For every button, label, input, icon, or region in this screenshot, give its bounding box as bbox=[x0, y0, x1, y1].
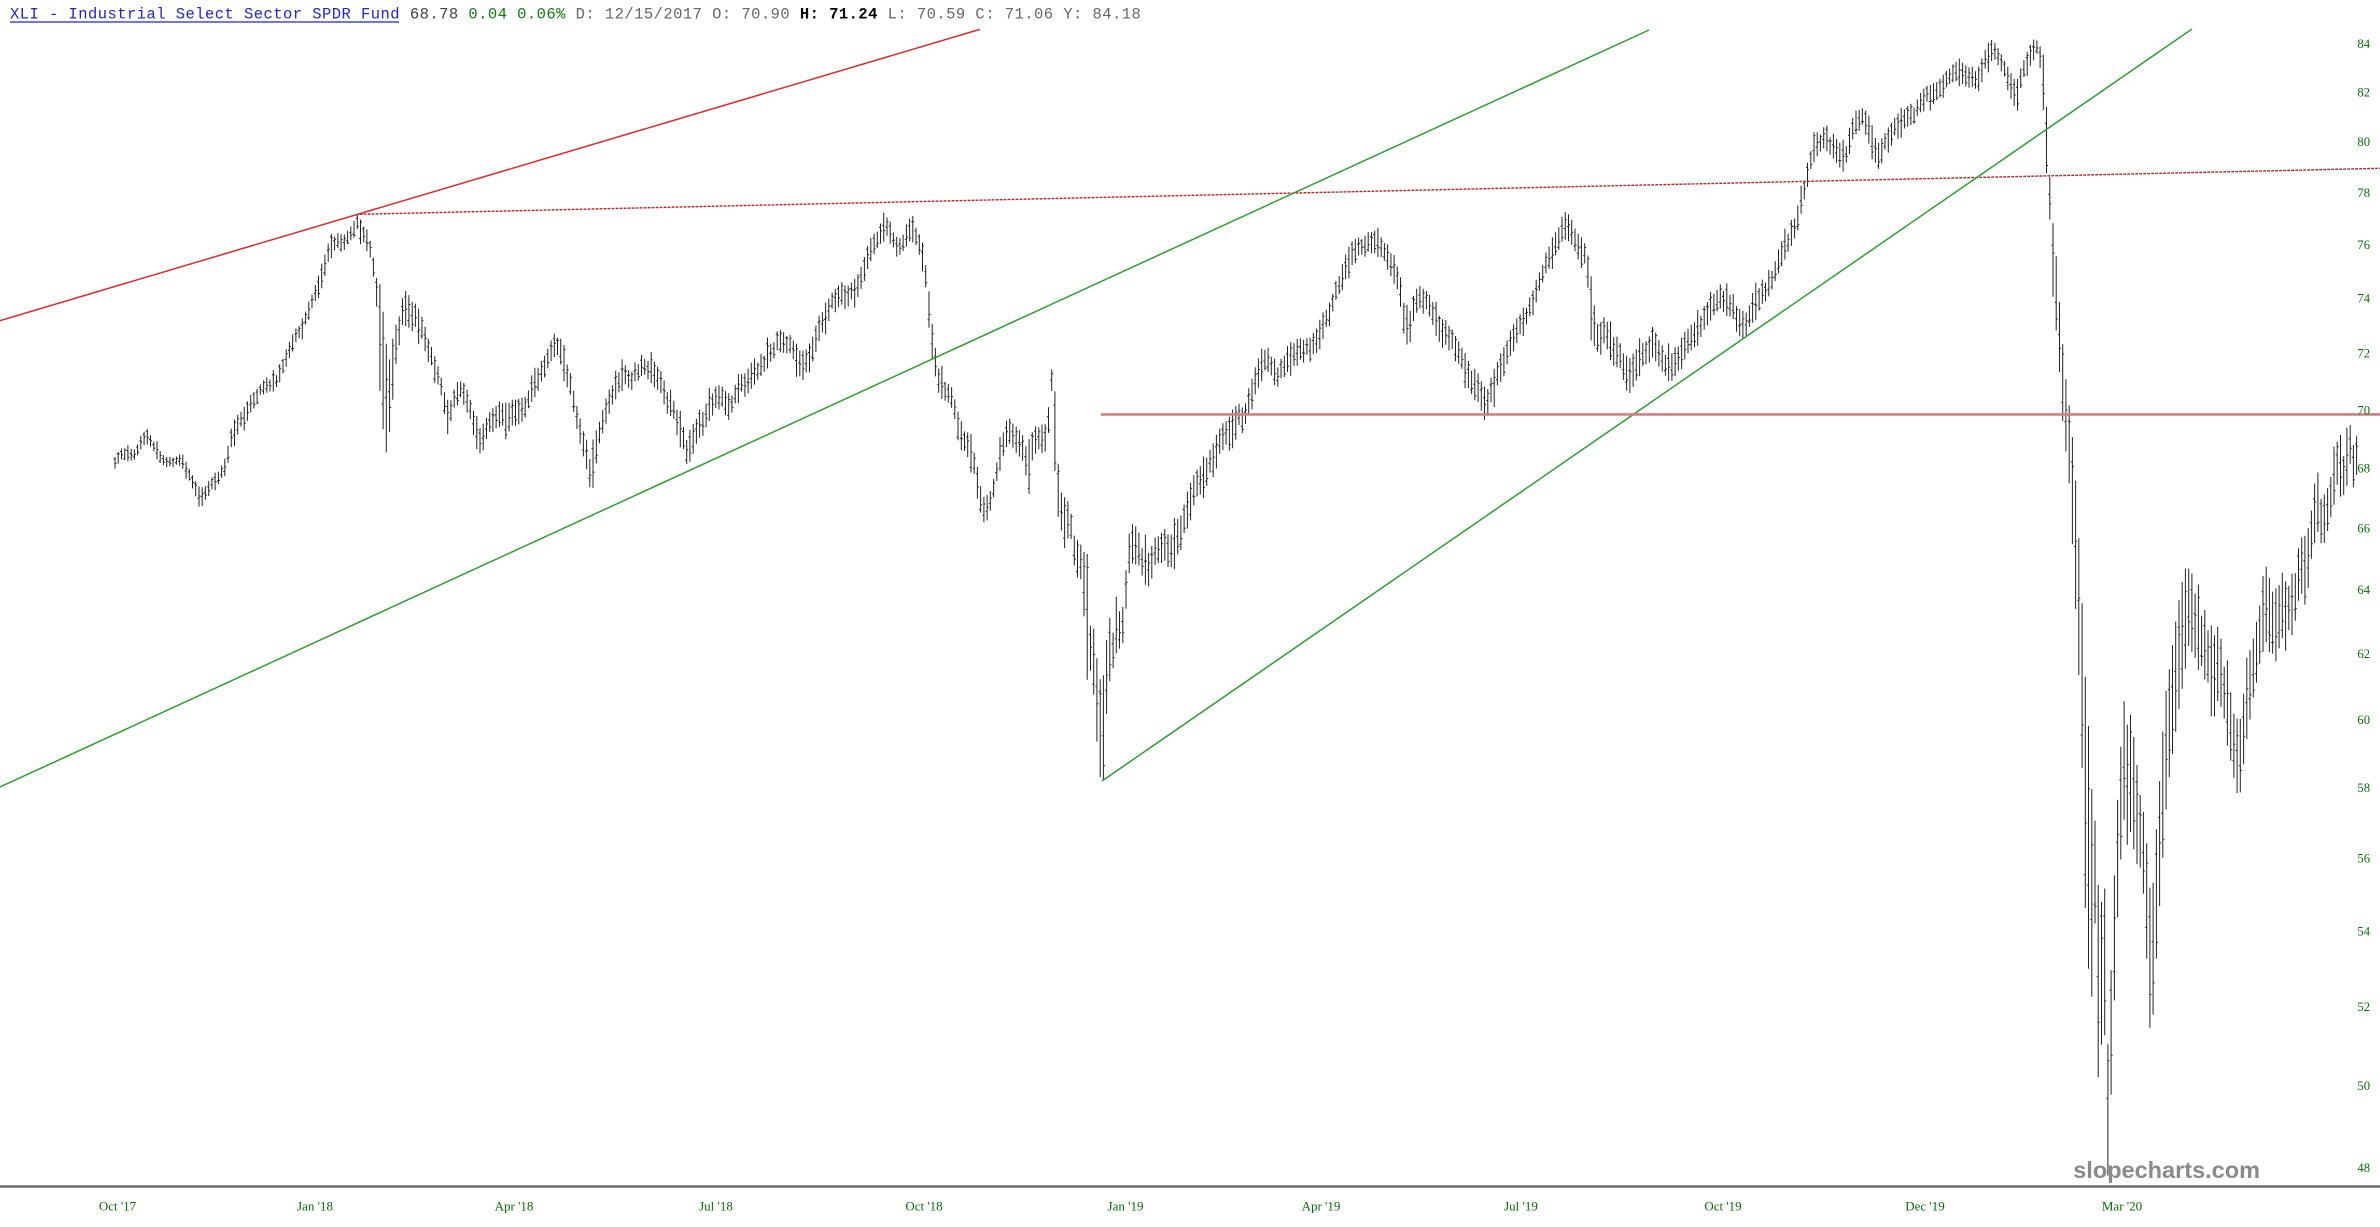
svg-text:74: 74 bbox=[2357, 292, 2370, 306]
svg-text:Oct '19: Oct '19 bbox=[1704, 1199, 1741, 1214]
svg-text:52: 52 bbox=[2357, 1000, 2370, 1014]
svg-text:62: 62 bbox=[2357, 647, 2370, 661]
svg-text:Apr '19: Apr '19 bbox=[1302, 1199, 1341, 1214]
svg-text:58: 58 bbox=[2357, 781, 2370, 795]
svg-text:84: 84 bbox=[2357, 37, 2370, 51]
svg-text:76: 76 bbox=[2357, 238, 2370, 252]
svg-text:48: 48 bbox=[2357, 1161, 2370, 1175]
svg-text:Jan '18: Jan '18 bbox=[297, 1199, 333, 1214]
svg-text:82: 82 bbox=[2357, 86, 2370, 100]
svg-text:Oct '18: Oct '18 bbox=[905, 1199, 942, 1214]
svg-text:66: 66 bbox=[2357, 521, 2370, 535]
svg-text:50: 50 bbox=[2357, 1079, 2370, 1093]
svg-text:Apr '18: Apr '18 bbox=[495, 1199, 534, 1214]
svg-text:Jan '19: Jan '19 bbox=[1108, 1199, 1144, 1214]
svg-text:64: 64 bbox=[2357, 583, 2370, 597]
svg-text:72: 72 bbox=[2357, 347, 2370, 361]
svg-text:56: 56 bbox=[2357, 851, 2370, 865]
svg-text:78: 78 bbox=[2357, 186, 2370, 200]
svg-text:60: 60 bbox=[2357, 713, 2370, 727]
svg-text:slopecharts.com: slopecharts.com bbox=[2073, 1157, 2260, 1183]
svg-text:Oct '17: Oct '17 bbox=[99, 1199, 137, 1214]
svg-text:Mar '20: Mar '20 bbox=[2102, 1199, 2142, 1214]
svg-text:XLI - Industrial Select Sector: XLI - Industrial Select Sector SPDR Fund… bbox=[10, 6, 1141, 24]
svg-text:80: 80 bbox=[2357, 135, 2370, 149]
svg-text:54: 54 bbox=[2357, 924, 2370, 938]
svg-text:Jul '19: Jul '19 bbox=[1504, 1199, 1538, 1214]
svg-text:Jul '18: Jul '18 bbox=[699, 1199, 733, 1214]
svg-text:68: 68 bbox=[2357, 462, 2370, 476]
svg-text:70: 70 bbox=[2357, 403, 2370, 417]
svg-text:Dec '19: Dec '19 bbox=[1905, 1199, 1945, 1214]
